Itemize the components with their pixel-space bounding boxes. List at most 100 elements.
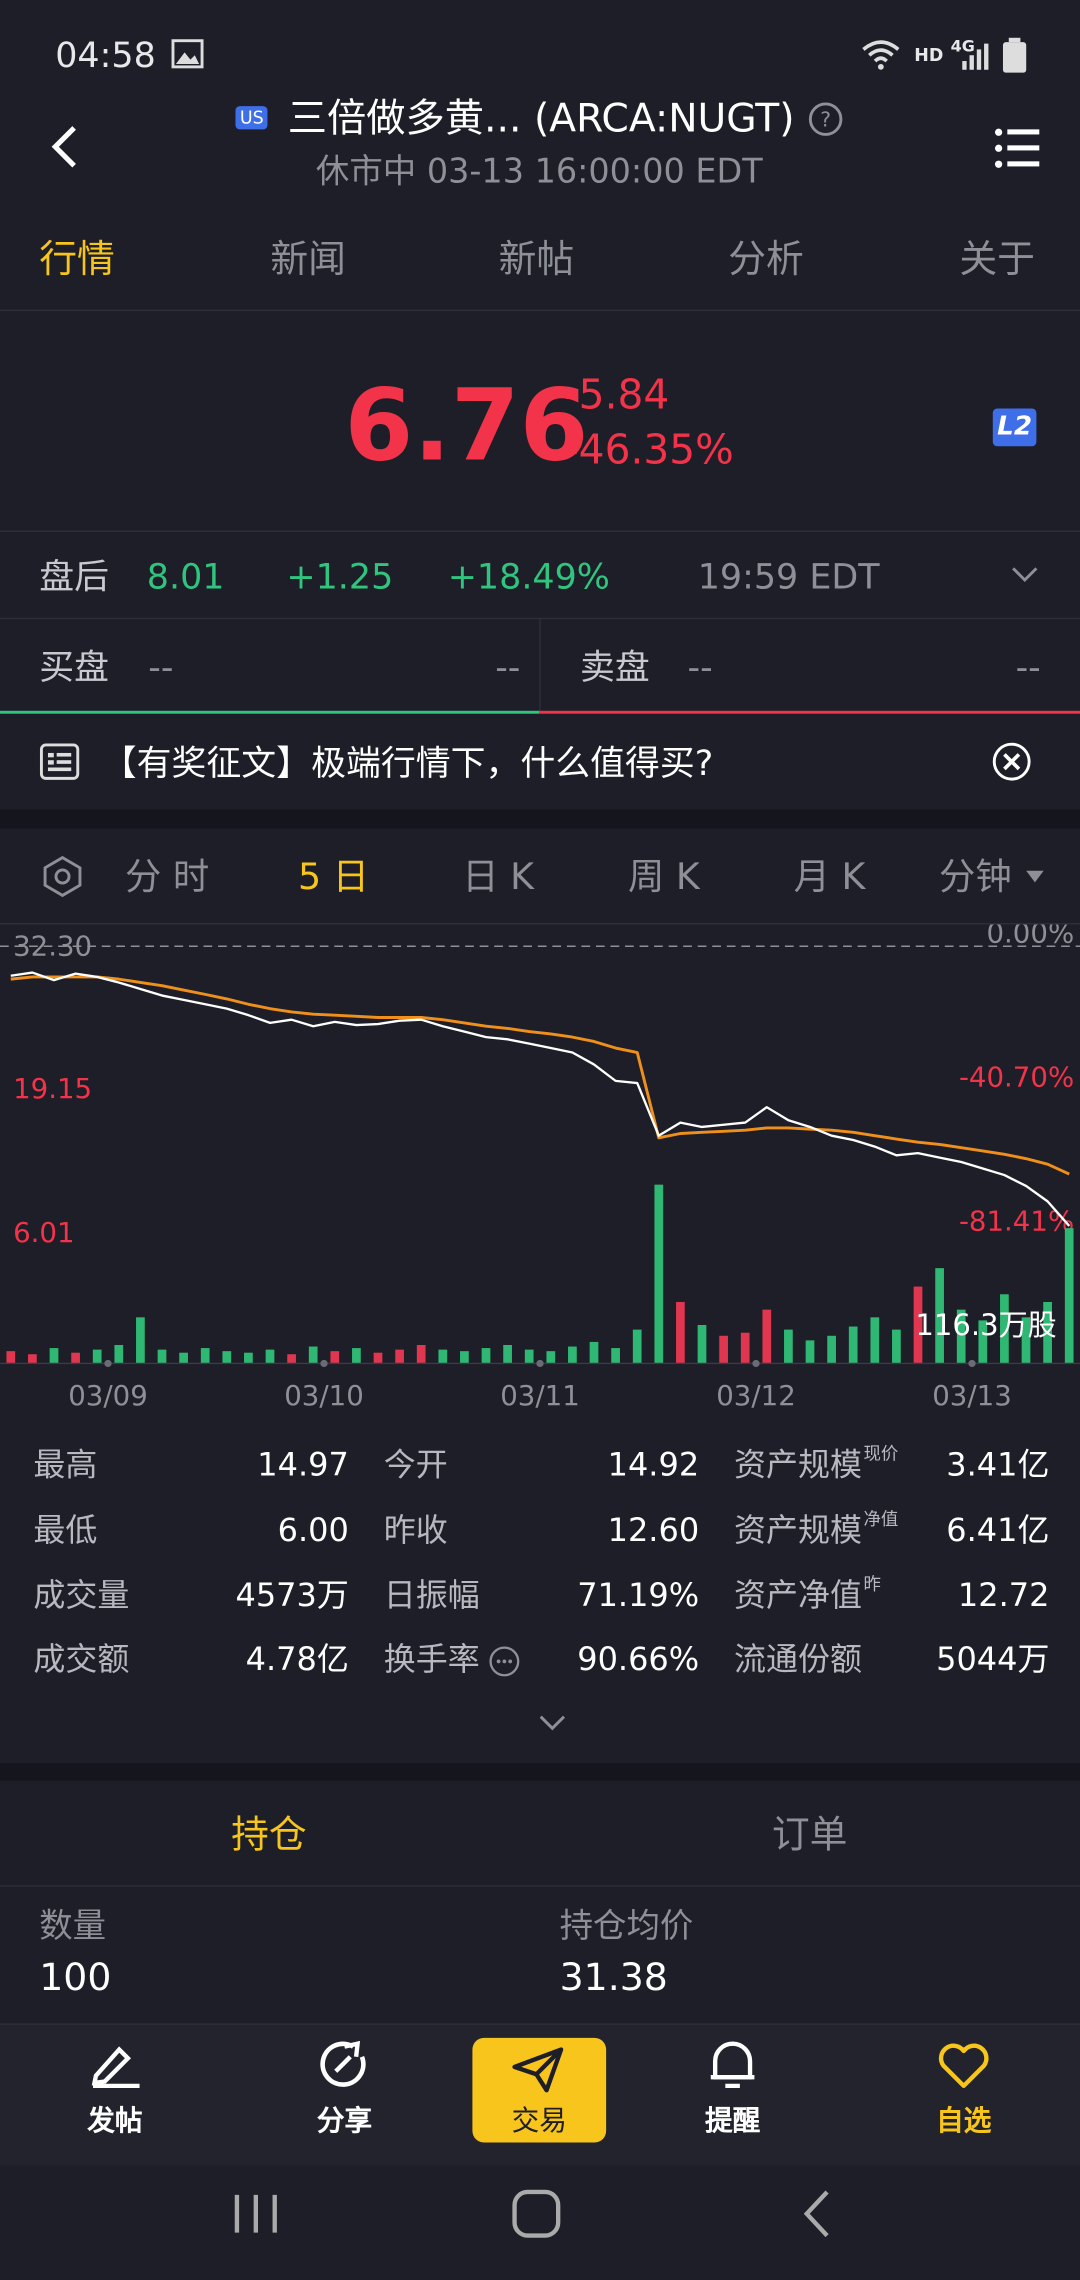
signal-icon [962, 43, 989, 70]
stat-value: 14.97 [257, 1447, 349, 1485]
market-badge: US [235, 106, 269, 130]
stat-label: 日振幅 [383, 1578, 480, 1615]
status-time: 04:58 [55, 34, 156, 76]
tab[interactable]: 行情 [39, 238, 115, 282]
tab[interactable]: 新闻 [270, 238, 346, 282]
volume-bar [1000, 1294, 1009, 1364]
share-icon[interactable] [318, 2039, 370, 2091]
y-tick-label: 19.15 [13, 1072, 92, 1105]
back-button[interactable] [49, 125, 78, 169]
svg-text:?: ? [820, 107, 831, 131]
after-hours-change-pct: +18.49% [447, 556, 610, 598]
close-button[interactable] [991, 741, 1032, 782]
stat-label: 最高 [33, 1447, 98, 1485]
volume-bar [784, 1329, 793, 1364]
section-gap [0, 1763, 1080, 1781]
after-hours-price: 8.01 [146, 556, 225, 598]
volume-bar [460, 1351, 469, 1364]
volume-bar [956, 1309, 966, 1364]
volume-bar [740, 1332, 750, 1364]
divider [0, 923, 1080, 925]
home-button[interactable] [512, 2189, 561, 2238]
x-tick-label: 03/09 [68, 1379, 148, 1412]
level2-badge[interactable]: L2 [992, 408, 1037, 447]
price-change: -5.84 [563, 370, 670, 419]
nav-label[interactable]: 提醒 [704, 2105, 761, 2138]
system-nav [0, 2165, 1080, 2280]
recents-button[interactable] [233, 2192, 280, 2236]
volume-bar [805, 1340, 815, 1364]
volume-bar [373, 1352, 383, 1364]
chart-tab[interactable]: 月 K [793, 855, 866, 898]
volume-bar [1021, 1317, 1031, 1364]
volume-bar [352, 1348, 361, 1364]
post-icon[interactable] [90, 2041, 142, 2089]
volume-bar [157, 1349, 167, 1364]
watchlist-icon[interactable] [938, 2042, 990, 2089]
stat-label: 流通份额 [734, 1642, 862, 1679]
volume-bar [200, 1348, 210, 1364]
volume-bar [481, 1348, 491, 1364]
volume-bar [438, 1349, 448, 1364]
chart-tab[interactable]: 5 日 [297, 855, 370, 898]
news-icon [39, 743, 80, 780]
nav-label[interactable]: 自选 [936, 2105, 992, 2138]
bid-label: 买盘 [39, 646, 110, 688]
nav-label[interactable]: 发帖 [87, 2105, 143, 2138]
chart-settings[interactable] [42, 855, 83, 899]
ask-label: 卖盘 [579, 646, 650, 688]
signal-label: 4G [950, 37, 975, 56]
stat-value: 14.92 [607, 1447, 700, 1485]
trade-button[interactable] [472, 2037, 607, 2143]
day-marker [536, 1359, 544, 1368]
volume-bar [697, 1325, 707, 1364]
stat-value: 6.00 [277, 1513, 349, 1550]
chart-tab[interactable]: 日 K [462, 855, 534, 898]
divider [539, 619, 541, 713]
chart-tab[interactable]: 周 K [627, 855, 700, 898]
chart-tab[interactable]: 分 时 [125, 855, 210, 898]
ask-bar [539, 710, 1080, 714]
pct-label: -81.41% [959, 1204, 1074, 1237]
price-line [10, 971, 1071, 1227]
stat-value: 90.66% [577, 1642, 700, 1679]
stat-value: 71.19% [577, 1578, 700, 1615]
volume-bar [827, 1335, 836, 1364]
news-headline[interactable]: 【有奖征文】极端行情下，什么值得买? [101, 742, 714, 784]
pct-label: 0.00% [986, 924, 1074, 949]
position-tab[interactable]: 订单 [771, 1814, 848, 1858]
volume-bar [244, 1352, 253, 1364]
divider [0, 309, 1080, 312]
five-day-chart: 32.30 0.00% 19.15 -40.70% 6.01 -81.41% 116.3万股… [0, 924, 1080, 1412]
nav-label[interactable]: 交易 [511, 2105, 567, 2138]
position-label: 数量 [39, 1907, 107, 1946]
bid-size: -- [495, 646, 521, 688]
volume-bar [870, 1317, 880, 1364]
help-icon[interactable]: ? [808, 102, 843, 137]
tab[interactable]: 新帖 [498, 238, 575, 282]
average-line [10, 975, 1070, 1176]
menu-button[interactable] [994, 128, 1041, 169]
volume-bar [179, 1352, 188, 1364]
volume-bar [222, 1351, 232, 1364]
stat-label: 换手率 [383, 1642, 480, 1679]
stat-label: 成交额 [33, 1642, 130, 1679]
expand-icon[interactable] [539, 1715, 566, 1731]
stat-label: 资产净值 [734, 1578, 862, 1615]
wifi-icon [862, 40, 900, 70]
back-nav-button[interactable] [802, 2189, 831, 2238]
position-tab[interactable]: 持仓 [231, 1814, 307, 1858]
volume-bar [92, 1349, 102, 1364]
nav-label[interactable]: 分享 [316, 2105, 373, 2138]
tab[interactable]: 关于 [959, 238, 1035, 282]
y-tick-label: 6.01 [13, 1216, 74, 1249]
alert-icon[interactable] [708, 2038, 757, 2090]
day-marker [968, 1359, 976, 1368]
volume-bar [589, 1341, 599, 1364]
info-icon[interactable] [488, 1645, 520, 1677]
expand-icon[interactable] [1012, 567, 1038, 584]
volume-bar [611, 1348, 620, 1364]
tab[interactable]: 分析 [728, 238, 804, 282]
volume-bar [913, 1286, 923, 1364]
chart-tab[interactable]: 分钟 [939, 855, 1012, 898]
